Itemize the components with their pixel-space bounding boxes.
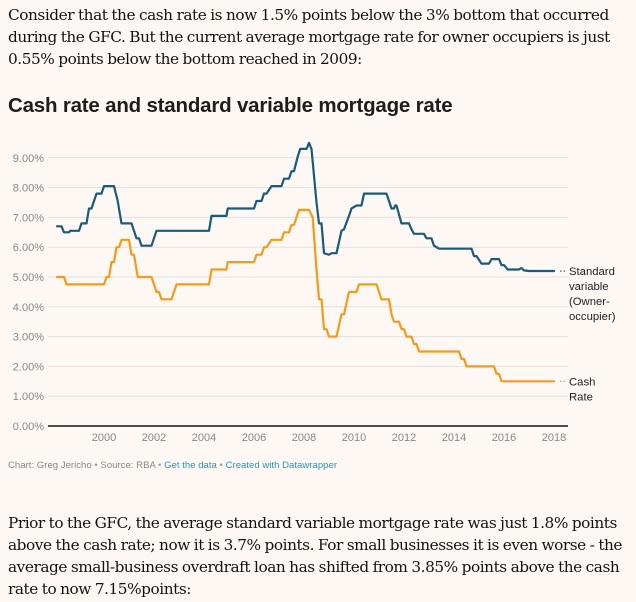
y-axis-ticks: 0.00% 1.00% 2.00% 3.00% 4.00% 5.00% 6.00% 7.00%… (13, 153, 44, 433)
x-tick-label: 2012 (392, 432, 416, 444)
gridlines (48, 157, 568, 427)
intro-paragraph: Consider that the cash rate is now 1.5% … (8, 6, 610, 68)
x-tick-label: 2008 (292, 432, 316, 444)
line-chart: 0.00% 1.00% 2.00% 3.00% 4.00% 5.00% 6.00% 7.00%… (13, 141, 616, 444)
get-the-data-link[interactable]: Get the data (164, 460, 217, 471)
series-label: variable (569, 281, 609, 293)
series-label: Standard (569, 266, 615, 278)
x-tick-label: 2016 (492, 432, 516, 444)
series-lines (55, 141, 556, 383)
separator: • (158, 460, 162, 471)
y-tick-label: 2.00% (13, 361, 44, 373)
y-tick-label: 7.00% (13, 212, 44, 224)
series-label: Cash (569, 376, 595, 388)
y-tick-label: 6.00% (13, 242, 44, 254)
x-tick-label: 2002 (142, 432, 166, 444)
y-tick-label: 0.00% (13, 421, 44, 433)
series-label: (Owner- (569, 296, 610, 308)
y-tick-label: 8.00% (13, 183, 44, 195)
chart-title: Cash rate and standard variable mortgage… (8, 94, 453, 117)
x-tick-label: 2006 (242, 432, 266, 444)
chart-credit: Chart: Greg Jericho (8, 460, 92, 471)
cash-rate-line (55, 208, 556, 383)
separator: • (219, 460, 223, 471)
x-tick-label: 2018 (542, 432, 566, 444)
chart-footer: Chart: Greg Jericho • Source: RBA • Get … (8, 460, 337, 471)
series-label: occupier) (569, 311, 616, 323)
x-tick-label: 2004 (192, 432, 216, 444)
series-label: Rate (569, 391, 593, 403)
y-tick-label: 3.00% (13, 332, 44, 344)
source-text: Source: RBA (100, 460, 156, 471)
separator: • (94, 460, 98, 471)
y-tick-label: 1.00% (13, 391, 44, 403)
y-tick-label: 9.00% (13, 153, 44, 165)
mortgage-rate-line (55, 141, 556, 273)
y-tick-label: 4.00% (13, 302, 44, 314)
created-with-datawrapper-link[interactable]: Created with Datawrapper (225, 460, 338, 471)
x-axis-ticks: 2000 2002 2004 2006 2008 2010 2012 2014 2016 2018 (92, 432, 566, 444)
y-tick-label: 5.00% (13, 272, 44, 284)
series-labels: Standard variable (Owner-occupier) Cash Rate (560, 266, 616, 403)
x-tick-label: 2000 (92, 432, 116, 444)
followup-paragraph: Prior to the GFC, the average standard v… (8, 514, 623, 598)
x-tick-label: 2014 (442, 432, 466, 444)
x-tick-label: 2010 (342, 432, 366, 444)
